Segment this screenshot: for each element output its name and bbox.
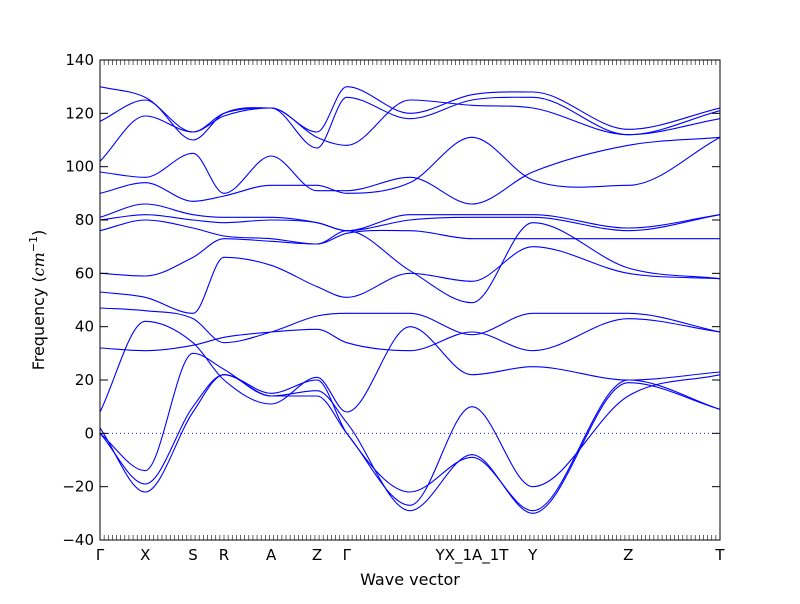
phonon-branch-10: [100, 246, 720, 314]
y-axis-label-close: ): [29, 230, 48, 236]
x-tick-label: S: [188, 546, 198, 564]
phonon-branch-9: [100, 222, 720, 304]
phonon-branch-12: [100, 318, 720, 352]
phonon-branch-7: [100, 214, 720, 232]
y-axis-label: Frequency (cm−1): [27, 230, 48, 371]
plot-area: [100, 86, 720, 514]
x-tick-label: T: [714, 546, 725, 564]
x-tick-label: A: [266, 546, 277, 564]
phonon-branch-4: [100, 136, 720, 205]
y-axis-label-exponent: −1: [27, 236, 40, 252]
y-tick-label: 80: [75, 211, 94, 229]
y-axis-label-main: Frequency (: [29, 276, 48, 370]
y-tick-label: −40: [62, 531, 94, 549]
phonon-branch-8: [100, 219, 720, 245]
x-tick-label: Γ: [343, 546, 352, 564]
y-axis: −40 −20 0 20 40 60 80 100 120 140: [62, 51, 720, 549]
x-tick-label: Z: [623, 546, 633, 564]
phonon-branch-2: [100, 96, 720, 149]
y-tick-label: 0: [84, 424, 94, 442]
y-tick-label: 40: [75, 318, 94, 336]
y-tick-label: 120: [65, 104, 94, 122]
y-tick-label: 140: [65, 51, 94, 69]
y-tick-label: 100: [65, 158, 94, 176]
phonon-branch-11: [100, 307, 720, 344]
phonon-branch-3: [100, 99, 720, 162]
y-tick-label: −20: [62, 478, 94, 496]
y-axis-label-unit: cm: [29, 252, 48, 276]
phonon-branch-5: [100, 136, 720, 202]
x-tick-label: R: [219, 546, 229, 564]
x-tick-label: X: [140, 546, 150, 564]
y-tick-label: 20: [75, 371, 94, 389]
x-tick-label: Y: [527, 546, 538, 564]
x-tick-label: Z: [312, 546, 322, 564]
x-axis: Γ X S R A Z Γ YX_1A_1T Y Z T: [96, 60, 725, 565]
x-tick-label: YX_1A_1T: [435, 546, 510, 565]
phonon-branch-16: [100, 374, 720, 514]
x-tick-label: Γ: [96, 546, 105, 564]
y-tick-label: 60: [75, 264, 94, 282]
phonon-branch-13: [100, 320, 720, 413]
x-axis-label: Wave vector: [360, 570, 460, 589]
phonon-branch-15: [100, 374, 720, 512]
